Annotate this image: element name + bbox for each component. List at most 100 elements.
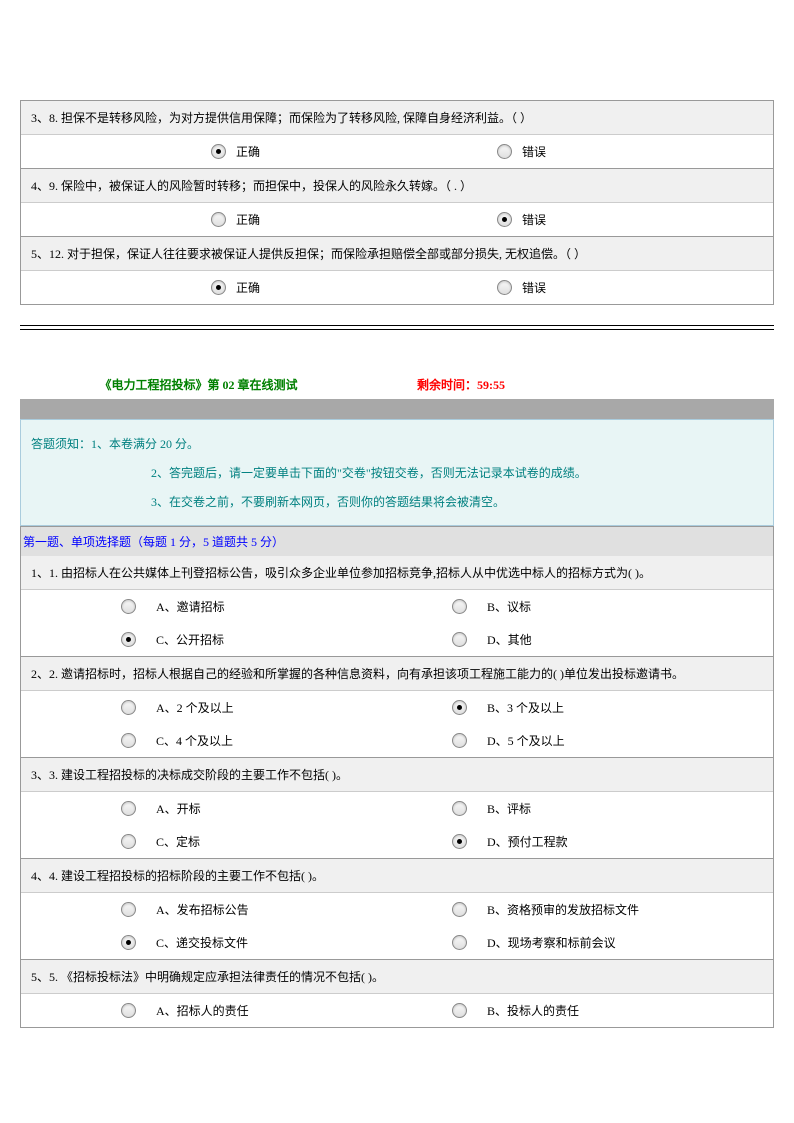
radio-icon[interactable] xyxy=(452,700,467,715)
top-quiz-panel: 3、8. 担保不是转移风险，为对方提供信用保障；而保险为了转移风险, 保障自身经… xyxy=(20,100,774,305)
section-header: 第一题、单项选择题（每题 1 分，5 道题共 5 分） xyxy=(20,526,774,556)
options-row: C、递交投标文件 D、现场考察和标前会议 xyxy=(21,926,773,959)
option-cell[interactable]: D、现场考察和标前会议 xyxy=(442,934,773,951)
option-cell[interactable]: D、5 个及以上 xyxy=(442,732,773,749)
option-cell[interactable]: C、4 个及以上 xyxy=(21,732,442,749)
question-block: 3、8. 担保不是转移风险，为对方提供信用保障；而保险为了转移风险, 保障自身经… xyxy=(21,101,773,169)
radio-icon[interactable] xyxy=(121,801,136,816)
radio-icon[interactable] xyxy=(211,212,226,227)
option-cell[interactable]: C、递交投标文件 xyxy=(21,934,442,951)
option-label: B、资格预审的发放招标文件 xyxy=(477,901,639,918)
option-cell[interactable]: D、预付工程款 xyxy=(442,833,773,850)
question-block: 5、5. 《招标投标法》中明确规定应承担法律责任的情况不包括( )。A、招标人的… xyxy=(21,960,773,1027)
radio-icon[interactable] xyxy=(452,632,467,647)
option-cell[interactable]: B、3 个及以上 xyxy=(442,699,773,716)
option-label: B、议标 xyxy=(477,598,531,615)
radio-icon[interactable] xyxy=(452,935,467,950)
radio-icon[interactable] xyxy=(121,1003,136,1018)
option-label: 正确 xyxy=(236,143,260,160)
question-text: 4、4. 建设工程招投标的招标阶段的主要工作不包括( )。 xyxy=(21,859,773,893)
options-row: A、招标人的责任 B、投标人的责任 xyxy=(21,994,773,1027)
divider xyxy=(20,325,774,330)
question-text: 3、8. 担保不是转移风险，为对方提供信用保障；而保险为了转移风险, 保障自身经… xyxy=(21,101,773,135)
radio-icon[interactable] xyxy=(121,935,136,950)
radio-icon[interactable] xyxy=(121,834,136,849)
option-cell[interactable]: 错误 xyxy=(487,143,773,160)
gray-bar xyxy=(20,399,774,419)
test-title-bar: 《电力工程招投标》第 02 章在线测试 剩余时间：59:55 xyxy=(20,370,774,399)
question-block: 4、9. 保险中，被保证人的风险暂时转移；而担保中，投保人的风险永久转嫁。（ .… xyxy=(21,169,773,237)
radio-icon[interactable] xyxy=(452,902,467,917)
option-cell[interactable]: C、定标 xyxy=(21,833,442,850)
options-row: 正确 错误 xyxy=(21,135,773,168)
option-label: B、投标人的责任 xyxy=(477,1002,579,1019)
option-cell[interactable]: B、评标 xyxy=(442,800,773,817)
radio-icon[interactable] xyxy=(211,144,226,159)
option-label: A、发布招标公告 xyxy=(146,901,249,918)
question-block: 5、12. 对于担保，保证人往往要求被保证人提供反担保；而保险承担赔偿全部或部分… xyxy=(21,237,773,304)
radio-icon[interactable] xyxy=(121,902,136,917)
radio-icon[interactable] xyxy=(452,801,467,816)
radio-icon[interactable] xyxy=(121,733,136,748)
option-cell[interactable]: B、资格预审的发放招标文件 xyxy=(442,901,773,918)
option-label: B、评标 xyxy=(477,800,531,817)
option-label: C、4 个及以上 xyxy=(146,732,233,749)
option-label: A、2 个及以上 xyxy=(146,699,234,716)
question-block: 3、3. 建设工程招投标的决标成交阶段的主要工作不包括( )。A、开标B、评标C… xyxy=(21,758,773,859)
option-cell[interactable]: C、公开招标 xyxy=(21,631,442,648)
question-text: 5、5. 《招标投标法》中明确规定应承担法律责任的情况不包括( )。 xyxy=(21,960,773,994)
option-cell[interactable]: B、投标人的责任 xyxy=(442,1002,773,1019)
radio-icon[interactable] xyxy=(452,733,467,748)
option-cell[interactable]: 正确 xyxy=(21,279,487,296)
option-cell[interactable]: A、招标人的责任 xyxy=(21,1002,442,1019)
radio-icon[interactable] xyxy=(452,834,467,849)
option-cell[interactable]: 错误 xyxy=(487,279,773,296)
time-remaining: 剩余时间：59:55 xyxy=(377,376,774,393)
mc-quiz-panel: 1、1. 由招标人在公共媒体上刊登招标公告，吸引众多企业单位参加招标竞争,招标人… xyxy=(20,556,774,1028)
option-label: A、开标 xyxy=(146,800,201,817)
options-row: 正确错误 xyxy=(21,271,773,304)
option-cell[interactable]: A、邀请招标 xyxy=(21,598,442,615)
radio-icon[interactable] xyxy=(497,212,512,227)
option-label: B、3 个及以上 xyxy=(477,699,564,716)
instruction-line-1: 答题须知：1、本卷满分 20 分。 xyxy=(31,435,763,452)
option-cell[interactable]: 正确 xyxy=(21,211,487,228)
option-cell[interactable]: D、其他 xyxy=(442,631,773,648)
question-block: 2、2. 邀请招标时，招标人根据自己的经验和所掌握的各种信息资料，向有承担该项工… xyxy=(21,657,773,758)
option-cell[interactable]: 正确 xyxy=(21,143,487,160)
option-cell[interactable]: A、开标 xyxy=(21,800,442,817)
radio-icon[interactable] xyxy=(121,632,136,647)
options-row: A、邀请招标 B、议标 xyxy=(21,590,773,623)
options-row: C、4 个及以上 D、5 个及以上 xyxy=(21,724,773,757)
option-label: D、现场考察和标前会议 xyxy=(477,934,616,951)
radio-icon[interactable] xyxy=(211,280,226,295)
radio-icon[interactable] xyxy=(497,280,512,295)
question-text: 1、1. 由招标人在公共媒体上刊登招标公告，吸引众多企业单位参加招标竞争,招标人… xyxy=(21,556,773,590)
option-cell[interactable]: 错误 xyxy=(487,211,773,228)
option-label: 正确 xyxy=(236,211,260,228)
option-label: 错误 xyxy=(522,211,546,228)
option-label: C、递交投标文件 xyxy=(146,934,248,951)
radio-icon[interactable] xyxy=(452,599,467,614)
radio-icon[interactable] xyxy=(121,700,136,715)
options-row: C、定标D、预付工程款 xyxy=(21,825,773,858)
option-label: D、其他 xyxy=(477,631,532,648)
time-value: 59:55 xyxy=(477,378,505,392)
instructions-panel: 答题须知：1、本卷满分 20 分。 2、答完题后，请一定要单击下面的"交卷"按钮… xyxy=(20,419,774,526)
options-row: 正确 错误 xyxy=(21,203,773,236)
question-text: 5、12. 对于担保，保证人往往要求被保证人提供反担保；而保险承担赔偿全部或部分… xyxy=(21,237,773,271)
option-label: 错误 xyxy=(522,143,546,160)
options-row: A、发布招标公告 B、资格预审的发放招标文件 xyxy=(21,893,773,926)
test-title: 《电力工程招投标》第 02 章在线测试 xyxy=(20,376,377,393)
option-cell[interactable]: A、发布招标公告 xyxy=(21,901,442,918)
radio-icon[interactable] xyxy=(497,144,512,159)
option-cell[interactable]: A、2 个及以上 xyxy=(21,699,442,716)
time-label: 剩余时间： xyxy=(417,378,477,392)
options-row: C、公开招标 D、其他 xyxy=(21,623,773,656)
option-label: A、邀请招标 xyxy=(146,598,225,615)
question-text: 2、2. 邀请招标时，招标人根据自己的经验和所掌握的各种信息资料，向有承担该项工… xyxy=(21,657,773,691)
radio-icon[interactable] xyxy=(452,1003,467,1018)
radio-icon[interactable] xyxy=(121,599,136,614)
option-label: D、5 个及以上 xyxy=(477,732,565,749)
option-cell[interactable]: B、议标 xyxy=(442,598,773,615)
